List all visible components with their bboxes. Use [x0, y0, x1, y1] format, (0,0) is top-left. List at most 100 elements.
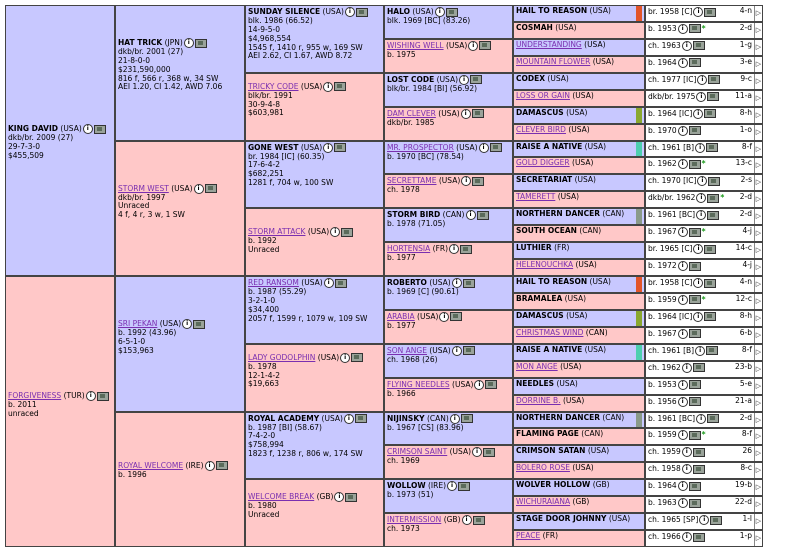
horse-name[interactable]: HALO: [387, 7, 410, 16]
info-icon[interactable]: i: [696, 413, 707, 424]
horse-name[interactable]: SRI PEKAN: [118, 319, 158, 328]
horse-name[interactable]: PEACE: [516, 531, 541, 541]
expand-arrow-icon[interactable]: ▷: [754, 446, 762, 462]
expand-arrow-icon[interactable]: ▷: [754, 124, 762, 140]
horse-name[interactable]: KING DAVID: [8, 124, 58, 133]
expand-arrow-icon[interactable]: ▷: [754, 209, 762, 225]
info-icon[interactable]: i: [183, 38, 194, 48]
photo-icon[interactable]: [688, 481, 701, 491]
info-icon[interactable]: i: [344, 7, 355, 17]
photo-icon[interactable]: [354, 414, 367, 423]
photo-icon[interactable]: [489, 143, 502, 152]
horse-name[interactable]: FLAMING PAGE: [516, 429, 579, 439]
info-icon[interactable]: i: [677, 227, 688, 238]
expand-arrow-icon[interactable]: ▷: [754, 175, 762, 191]
photo-icon[interactable]: [193, 319, 206, 329]
info-icon[interactable]: i: [677, 498, 688, 509]
photo-icon[interactable]: [704, 312, 717, 322]
info-icon[interactable]: i: [204, 460, 215, 471]
photo-icon[interactable]: [470, 75, 483, 85]
horse-name[interactable]: RED RANSOM: [248, 278, 299, 287]
photo-icon[interactable]: [460, 244, 473, 254]
photo-icon[interactable]: [692, 464, 705, 474]
horse-name[interactable]: STORM ATTACK: [248, 227, 306, 237]
info-icon[interactable]: i: [677, 57, 688, 68]
photo-icon[interactable]: [692, 363, 705, 373]
photo-icon[interactable]: [483, 447, 495, 457]
photo-icon[interactable]: [93, 124, 106, 134]
info-icon[interactable]: i: [677, 294, 688, 305]
info-icon[interactable]: i: [451, 278, 462, 288]
info-icon[interactable]: i: [677, 159, 688, 170]
horse-name[interactable]: SON ANGE: [387, 345, 427, 355]
horse-name[interactable]: LUTHIER: [516, 243, 552, 253]
info-icon[interactable]: i: [697, 74, 708, 85]
horse-name[interactable]: UNDERSTANDING: [516, 39, 582, 49]
photo-icon[interactable]: [706, 143, 719, 152]
info-icon[interactable]: i: [681, 447, 692, 458]
horse-name[interactable]: NIJINSKY: [387, 413, 425, 423]
horse-name[interactable]: NORTHERN DANCER: [516, 209, 600, 219]
info-icon[interactable]: i: [447, 481, 457, 492]
horse-name[interactable]: RAISE A NATIVE: [516, 344, 583, 354]
photo-icon[interactable]: [345, 492, 358, 502]
info-icon[interactable]: i: [85, 391, 96, 401]
horse-name[interactable]: DAMASCUS: [516, 310, 564, 320]
expand-arrow-icon[interactable]: ▷: [754, 226, 762, 242]
photo-icon[interactable]: [96, 391, 109, 401]
expand-arrow-icon[interactable]: ▷: [754, 293, 762, 309]
photo-icon[interactable]: [704, 109, 717, 119]
photo-icon[interactable]: [351, 353, 364, 363]
photo-icon[interactable]: [479, 41, 492, 51]
expand-arrow-icon[interactable]: ▷: [754, 531, 762, 546]
info-icon[interactable]: i: [677, 23, 688, 34]
expand-arrow-icon[interactable]: ▷: [754, 429, 762, 445]
photo-icon[interactable]: [707, 210, 720, 220]
photo-icon[interactable]: [704, 244, 717, 254]
horse-name[interactable]: NEEDLES: [516, 378, 555, 388]
horse-name[interactable]: CODEX: [516, 73, 546, 83]
horse-name[interactable]: BRAMALEA: [516, 293, 563, 303]
expand-arrow-icon[interactable]: ▷: [754, 243, 762, 259]
photo-icon[interactable]: [688, 24, 701, 34]
photo-icon[interactable]: [476, 210, 489, 220]
horse-name[interactable]: MON ANGE: [516, 361, 558, 371]
info-icon[interactable]: i: [182, 319, 193, 329]
horse-name[interactable]: WOLVER HOLLOW: [516, 480, 591, 490]
horse-name[interactable]: ROBERTO: [387, 278, 427, 287]
photo-icon[interactable]: [355, 7, 368, 17]
horse-name[interactable]: CHRISTMAS WIND: [516, 327, 584, 337]
horse-name[interactable]: CRIMSON SAINT: [387, 447, 448, 457]
photo-icon[interactable]: [707, 414, 720, 423]
photo-icon[interactable]: [472, 515, 485, 525]
expand-arrow-icon[interactable]: ▷: [754, 90, 762, 106]
horse-name[interactable]: RAISE A NATIVE: [516, 141, 583, 151]
info-icon[interactable]: i: [472, 447, 482, 458]
photo-icon[interactable]: [688, 380, 701, 390]
horse-name[interactable]: GOLD DIGGER: [516, 158, 570, 168]
info-icon[interactable]: i: [681, 362, 692, 373]
horse-name[interactable]: SUNDAY SILENCE: [248, 7, 321, 16]
photo-icon[interactable]: [688, 430, 701, 440]
horse-name[interactable]: DAM CLEVER: [387, 108, 436, 118]
horse-name[interactable]: FORGIVENESS: [8, 391, 62, 400]
horse-name[interactable]: HAT TRICK: [118, 38, 163, 47]
info-icon[interactable]: i: [697, 176, 708, 187]
horse-name[interactable]: MR. PROSPECTOR: [387, 142, 454, 152]
info-icon[interactable]: i: [460, 108, 471, 119]
photo-icon[interactable]: [471, 109, 484, 119]
horse-name[interactable]: FLYING NEEDLES: [387, 379, 450, 389]
horse-name[interactable]: INTERMISSION: [387, 515, 442, 525]
info-icon[interactable]: i: [681, 532, 692, 543]
info-icon[interactable]: i: [693, 311, 704, 322]
expand-arrow-icon[interactable]: ▷: [754, 56, 762, 72]
info-icon[interactable]: i: [439, 311, 450, 322]
photo-icon[interactable]: [704, 278, 717, 288]
horse-name[interactable]: HORTENSIA: [387, 244, 431, 254]
photo-icon[interactable]: [450, 312, 463, 322]
expand-arrow-icon[interactable]: ▷: [754, 6, 762, 21]
info-icon[interactable]: i: [677, 481, 688, 492]
info-icon[interactable]: i: [681, 40, 692, 51]
expand-arrow-icon[interactable]: ▷: [754, 158, 762, 174]
info-icon[interactable]: i: [677, 261, 688, 272]
